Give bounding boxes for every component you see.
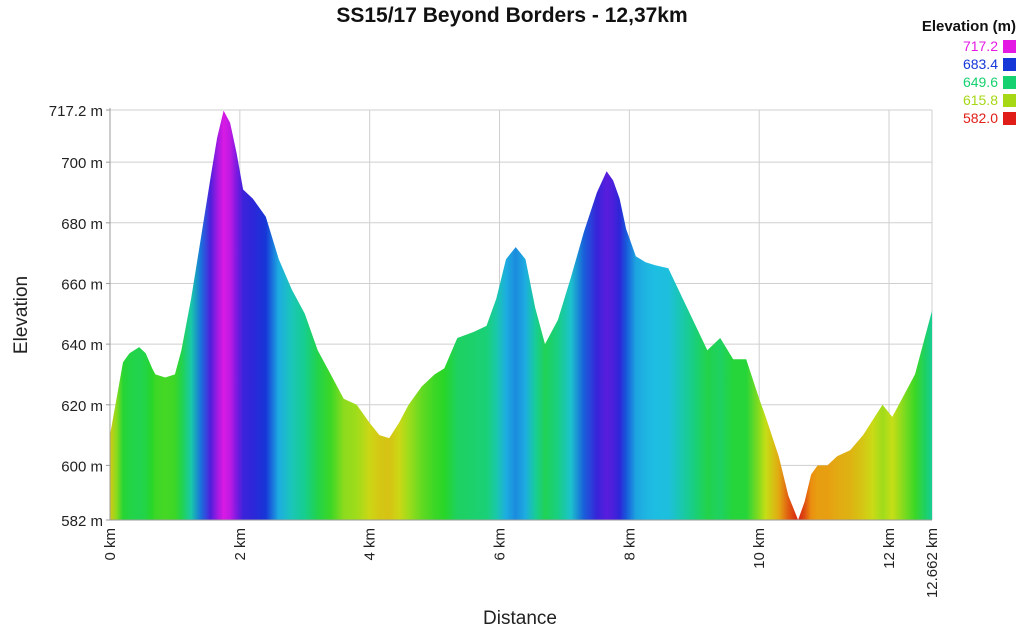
y-tick-label: 680 m — [61, 216, 103, 233]
chart-title: SS15/17 Beyond Borders - 12,37km — [336, 4, 688, 27]
y-tick-label: 582 m — [61, 513, 103, 530]
x-tick-label: 12 km — [881, 528, 898, 569]
legend-label: 683.4 — [962, 56, 998, 72]
x-axis-label: Distance — [483, 608, 557, 629]
x-tick-label: 2 km — [232, 528, 249, 561]
legend-item: 683.4 — [922, 55, 1016, 73]
legend-swatch — [1003, 93, 1016, 107]
elevation-area — [110, 110, 932, 520]
legend-title: Elevation (m) — [921, 18, 1016, 35]
legend-label: 649.6 — [962, 74, 998, 90]
y-tick-labels: 582 m 600 m 620 m 640 m 660 m 680 m 700 m 717.2… — [49, 103, 110, 530]
legend-item: 582.0 — [922, 109, 1016, 127]
legend-label: 615.8 — [962, 92, 998, 108]
y-tick-label: 600 m — [61, 458, 103, 475]
legend-item: 649.6 — [922, 73, 1016, 91]
legend-label: 582.0 — [962, 110, 998, 126]
x-tick-label: 12.662 km — [924, 528, 941, 598]
legend: Elevation (m) 717.2 683.4 649.6 615.8 582.0 — [922, 18, 1016, 127]
legend-entries: 717.2 683.4 649.6 615.8 582.0 — [922, 37, 1016, 127]
x-tick-label: 10 km — [751, 528, 768, 569]
x-tick-label: 0 km — [102, 528, 119, 561]
y-axis-label: Elevation — [11, 276, 32, 354]
legend-item: 615.8 — [922, 91, 1016, 109]
y-tick-label: 620 m — [61, 398, 103, 415]
legend-swatch — [1003, 111, 1016, 125]
legend-swatch — [1003, 75, 1016, 89]
legend-swatch — [1003, 57, 1016, 71]
x-tick-label: 8 km — [621, 528, 638, 561]
legend-swatch — [1003, 39, 1016, 53]
y-tick-label: 700 m — [61, 155, 103, 172]
axes — [109, 108, 932, 521]
x-tick-label: 6 km — [492, 528, 509, 561]
x-tick-label: 4 km — [362, 528, 379, 561]
y-tick-label: 640 m — [61, 337, 103, 354]
y-tick-label: 717.2 m — [49, 103, 103, 120]
legend-label: 717.2 — [962, 38, 998, 54]
y-tick-label: 660 m — [61, 276, 103, 293]
legend-item: 717.2 — [922, 37, 1016, 55]
x-tick-labels: 0 km 2 km 4 km 6 km 8 km 10 km 12 km 12.662 km — [102, 528, 941, 598]
